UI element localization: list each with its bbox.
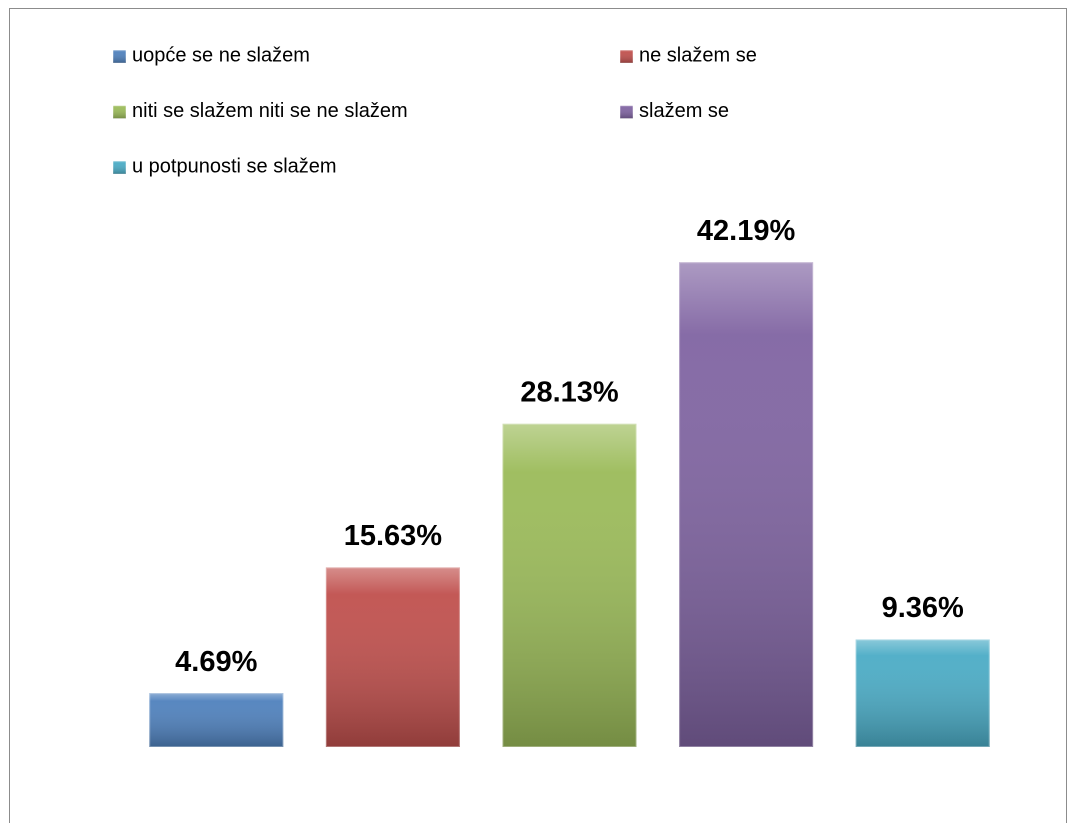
legend-label: ne slažem se [639, 44, 757, 66]
legend-label: uopće se ne slažem [132, 44, 310, 66]
legend-label: u potpunosti se slažem [132, 155, 337, 177]
data-label: 28.13% [520, 376, 619, 408]
data-label: 15.63% [344, 520, 443, 552]
legend-label: niti se slažem niti se ne slažem [132, 100, 408, 122]
data-label: 42.19% [697, 215, 796, 247]
data-label: 4.69% [175, 646, 257, 678]
legend-label: slažem se [639, 100, 729, 122]
data-label: 9.36% [882, 592, 964, 624]
